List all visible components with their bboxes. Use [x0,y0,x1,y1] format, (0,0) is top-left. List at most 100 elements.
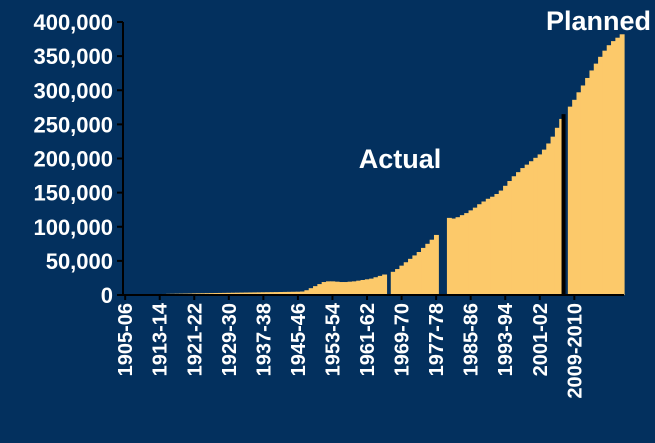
bar [446,217,452,295]
x-tick-label: 1969-70 [392,303,414,376]
bar [347,281,353,295]
bar [425,243,431,295]
annotation-planned: Planned [546,6,651,36]
bar [287,291,293,295]
bar [399,265,405,295]
bar [511,176,517,295]
bar [390,271,396,295]
bar [313,286,318,295]
bar [485,198,491,295]
bar [321,282,327,295]
bar [248,292,254,295]
annotation-actual: Actual [359,144,442,174]
bar [330,281,336,295]
bar [533,157,539,295]
y-tick-labels: 0 50,000 100,000 150,000 200,000 250,000 300,0… [33,10,113,308]
bar [572,99,578,295]
x-tick-label: 1913-14 [150,302,172,376]
bar [274,292,280,295]
bar [455,217,461,295]
bar [580,85,586,295]
x-tick-label: 1929-30 [219,303,241,376]
x-tick-label: 1905-06 [115,303,137,376]
bar [598,56,604,296]
bar [593,63,599,295]
bar [429,239,435,295]
bar [377,275,383,295]
bar [256,292,262,295]
bar [295,291,301,295]
bar [585,77,591,296]
y-tick-label: 400,000 [33,10,113,35]
y-tick-label: 300,000 [33,78,113,103]
bar [356,280,362,295]
bar [269,292,275,295]
x-tick-label: 1945-46 [288,303,310,376]
bar [360,279,366,295]
bar [619,34,625,295]
bar [317,284,323,295]
bar [265,292,271,295]
bar [459,215,465,295]
bar [615,37,621,295]
annotations: Actual Planned [359,6,651,174]
bar [282,291,288,295]
bar [481,201,487,295]
bar [351,281,357,295]
bar [464,213,470,295]
bar [516,172,521,295]
x-tick-label: 2001-02 [530,303,552,376]
bar [602,50,608,295]
bar [528,161,534,295]
bar [338,282,344,295]
bar [472,207,478,295]
bar [412,255,418,295]
y-tick-label: 150,000 [33,181,113,206]
bar [546,143,552,295]
bar [343,282,349,295]
bar [239,292,245,295]
x-tick-label: 1961-62 [357,303,379,376]
bar [498,190,504,295]
y-tick-label: 200,000 [33,147,113,172]
bar [520,168,526,295]
bar [364,279,370,295]
y-tick-label: 350,000 [33,44,113,69]
bar [278,292,284,295]
bar [252,292,258,295]
y-tick-label: 50,000 [46,249,113,274]
bar [261,292,267,295]
y-tick-label: 250,000 [33,112,113,137]
x-tick-label: 1993-94 [495,302,517,376]
bar [541,149,547,295]
x-tick-label: 1921-22 [184,303,206,376]
x-tick-label: 1937-38 [253,303,275,376]
bar [554,127,560,295]
bar [395,269,401,295]
bar [334,281,340,295]
bar [408,258,413,295]
bar [243,292,249,295]
bar [611,41,616,295]
bar [451,218,457,295]
x-tick-label: 2009-2010 [564,303,586,399]
y-tick-label: 0 [101,283,113,308]
bar [325,281,331,295]
bar [300,291,305,295]
bar [507,181,513,295]
bar [308,288,314,295]
bar [537,154,543,295]
bar [235,292,241,295]
y-tick-label: 100,000 [33,215,113,240]
x-tick-label: 1977-78 [426,303,448,376]
bar [589,70,595,296]
bar [503,185,508,295]
bar [421,247,426,295]
bar [433,234,439,295]
x-tick-label: 1953-54 [322,302,344,376]
bar [468,210,474,295]
bar [382,274,388,295]
bar [222,292,228,295]
